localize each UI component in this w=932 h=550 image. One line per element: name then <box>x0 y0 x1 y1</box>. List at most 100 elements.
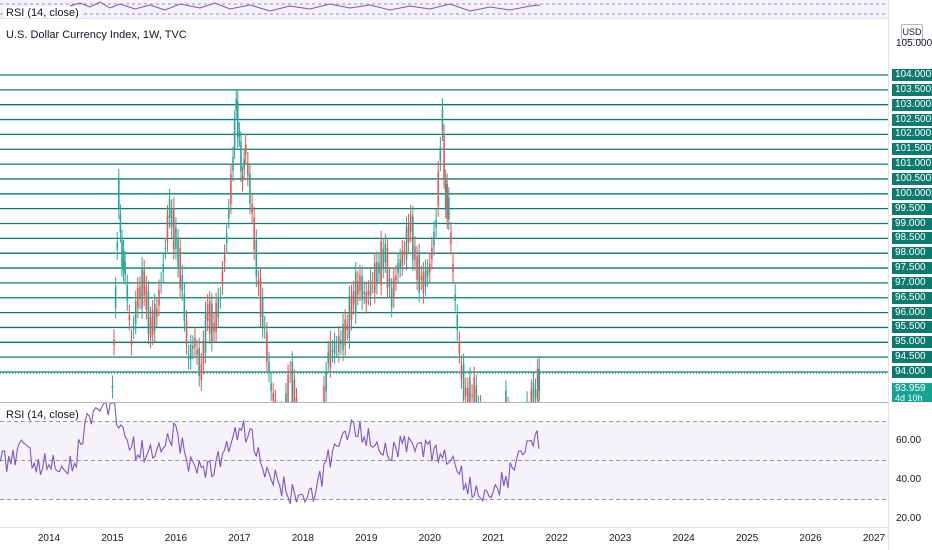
candle-body <box>189 344 192 360</box>
candle-body <box>534 389 537 399</box>
price-level-tag-97.000: 97.000 <box>892 276 932 289</box>
candle-body <box>149 317 152 338</box>
candle-body <box>464 387 467 396</box>
candle-body <box>428 263 431 273</box>
candle-body <box>243 158 245 170</box>
top-rsi-label[interactable]: RSI (14, close) <box>4 7 81 19</box>
candle-body <box>289 371 291 373</box>
year-tick-2016: 2016 <box>164 533 188 544</box>
rsi-label[interactable]: RSI (14, close) <box>4 409 81 421</box>
candle-body <box>386 248 389 288</box>
candle-body <box>122 250 125 272</box>
symbol-title[interactable]: U.S. Dollar Currency Index, 1W, TVC <box>4 29 189 41</box>
candle-body <box>126 285 129 301</box>
candle-body <box>236 101 239 138</box>
candle-body <box>173 207 175 250</box>
price-level-tag-97.500: 97.500 <box>892 262 932 275</box>
price-level-tag-103.500: 103.500 <box>892 83 932 96</box>
candle-body <box>251 203 253 214</box>
candle-body <box>462 363 465 401</box>
price-level-tag-98.000: 98.000 <box>892 247 932 260</box>
candle-body <box>247 162 249 176</box>
candle-body <box>215 303 217 332</box>
year-tick-2026: 2026 <box>799 533 822 544</box>
year-tick-2025: 2025 <box>735 533 759 544</box>
pane-separator[interactable] <box>0 18 888 19</box>
candle-body <box>121 240 123 267</box>
candle-body <box>407 224 410 243</box>
candle-body <box>295 398 298 402</box>
candle-body <box>206 304 209 321</box>
year-tick-2015: 2015 <box>101 533 124 544</box>
candle-body <box>456 314 459 331</box>
candle-body <box>160 282 162 284</box>
candle-body <box>228 209 230 219</box>
rsi-tick-40: 40.00 <box>896 474 922 485</box>
candle-body <box>141 267 143 309</box>
candle-body <box>187 355 190 359</box>
candle-body <box>371 282 374 284</box>
candle-body <box>443 134 445 179</box>
top-rsi-sparkline <box>0 1 888 15</box>
candle-body <box>530 389 533 402</box>
price-level-tag-100.500: 100.500 <box>892 172 932 185</box>
candle-body <box>198 348 200 377</box>
candle-body <box>151 310 154 335</box>
candle-body <box>367 290 370 295</box>
price-level-tag-94.000: 94.000 <box>892 366 932 378</box>
candle-body <box>208 301 211 334</box>
price-level-tag-95.500: 95.500 <box>892 321 932 334</box>
candle-body <box>329 341 332 368</box>
candle-body <box>424 269 427 286</box>
candle-body <box>200 363 203 381</box>
candle-body <box>230 174 232 204</box>
candle-body <box>166 215 169 242</box>
top-rsi-strip <box>0 0 888 18</box>
candle-body <box>344 319 346 346</box>
candle-body <box>139 286 141 299</box>
price-level-tag-101.500: 101.500 <box>892 143 932 156</box>
price-level-tag-102.000: 102.000 <box>892 128 932 141</box>
top-price-tick: 105.000 <box>896 38 932 49</box>
candle-body <box>448 197 450 220</box>
candle-body <box>439 147 442 162</box>
rsi-chart[interactable] <box>0 403 888 527</box>
candle-body <box>532 382 535 402</box>
candle-body <box>272 393 275 401</box>
candle-body <box>111 385 114 388</box>
candle-body <box>183 294 186 322</box>
candle-body <box>361 276 363 300</box>
candle-body <box>249 173 251 204</box>
price-level-tag-99.500: 99.500 <box>892 202 932 215</box>
candle-body <box>437 171 440 207</box>
year-tick-2023: 2023 <box>609 533 632 544</box>
candle-body <box>426 269 429 277</box>
candle-body <box>412 216 414 261</box>
price-level-tag-95.000: 95.000 <box>892 336 932 349</box>
price-level-tag-94.500: 94.500 <box>892 351 932 364</box>
candle-body <box>390 288 393 308</box>
candle-body <box>458 341 461 353</box>
candles <box>111 88 541 402</box>
candle-body <box>331 350 334 352</box>
candle-body <box>473 377 475 402</box>
price-level-tag-98.500: 98.500 <box>892 232 932 245</box>
year-tick-2018: 2018 <box>291 533 314 544</box>
candle-body <box>223 254 226 262</box>
candle-body <box>418 254 420 292</box>
candle-body <box>325 372 327 392</box>
price-chart[interactable] <box>0 19 888 402</box>
candle-body <box>156 308 158 317</box>
candle-body <box>350 295 353 321</box>
candle-body <box>536 369 539 402</box>
candle-body <box>471 394 473 397</box>
candle-body <box>124 261 126 275</box>
year-tick-2017: 2017 <box>228 533 251 544</box>
price-level-tag-103.000: 103.000 <box>892 98 932 111</box>
rsi-pane-separator[interactable] <box>0 402 888 403</box>
candle-body <box>505 390 507 402</box>
year-tick-2014: 2014 <box>37 533 61 544</box>
candle-body <box>441 108 444 131</box>
currency-selector[interactable]: USD <box>901 24 923 40</box>
candle-body <box>450 232 452 245</box>
